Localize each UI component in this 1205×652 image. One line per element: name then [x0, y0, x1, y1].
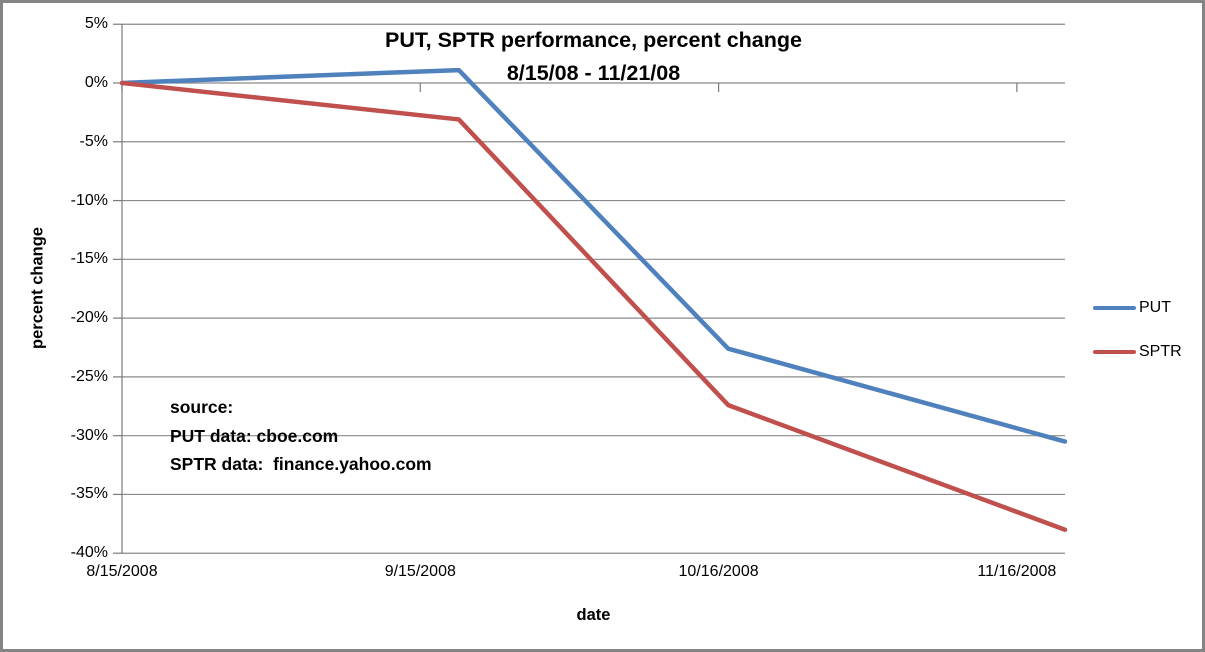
put-line-swatch [1093, 305, 1136, 311]
chart-title-line2: 8/15/08 - 11/21/08 [506, 61, 681, 85]
chart-title: PUT, SPTR performance, percent change 8/… [122, 24, 1065, 90]
source-line-2: PUT data: cboe.com [170, 425, 339, 446]
put-series-line [119, 67, 1068, 444]
legend-label-sptr: SPTR [1139, 343, 1182, 360]
legend-label-put: PUT [1139, 299, 1171, 316]
sptr-series-line [119, 80, 1068, 532]
x-tick-label: 10/16/2008 [678, 563, 759, 580]
y-tick-label: 0% [84, 74, 108, 91]
y-tick-label: -5% [79, 132, 108, 150]
y-tick-label: -35% [70, 485, 108, 503]
y-tick-label: -20% [70, 309, 108, 327]
x-tick-label: 9/15/2008 [384, 563, 456, 580]
y-tick-label: -15% [70, 250, 108, 268]
x-tick-label: 8/15/2008 [86, 563, 158, 580]
legend-item-put: PUT [1093, 299, 1182, 316]
x-axis-title: date [576, 606, 611, 624]
legend: PUT SPTR [1093, 299, 1182, 388]
legend-item-sptr: SPTR [1093, 343, 1182, 360]
x-tick-label: 11/16/2008 [977, 563, 1057, 580]
source-annotation: source: PUT data: cboe.com SPTR data: fi… [170, 393, 432, 479]
y-tick-label: -25% [70, 367, 108, 385]
y-tick-label: -10% [70, 191, 108, 209]
source-line-3: SPTR data: finance.yahoo.com [170, 454, 432, 474]
y-tick-label: -30% [70, 426, 108, 444]
chart-title-line1: PUT, SPTR performance, percent change [385, 28, 802, 52]
sptr-line-swatch [1093, 349, 1136, 355]
y-tick-label: 5% [84, 15, 108, 33]
y-tick-label: -40% [70, 544, 108, 562]
source-line-1: source: [170, 397, 234, 417]
y-axis-title: percent change [28, 227, 47, 349]
